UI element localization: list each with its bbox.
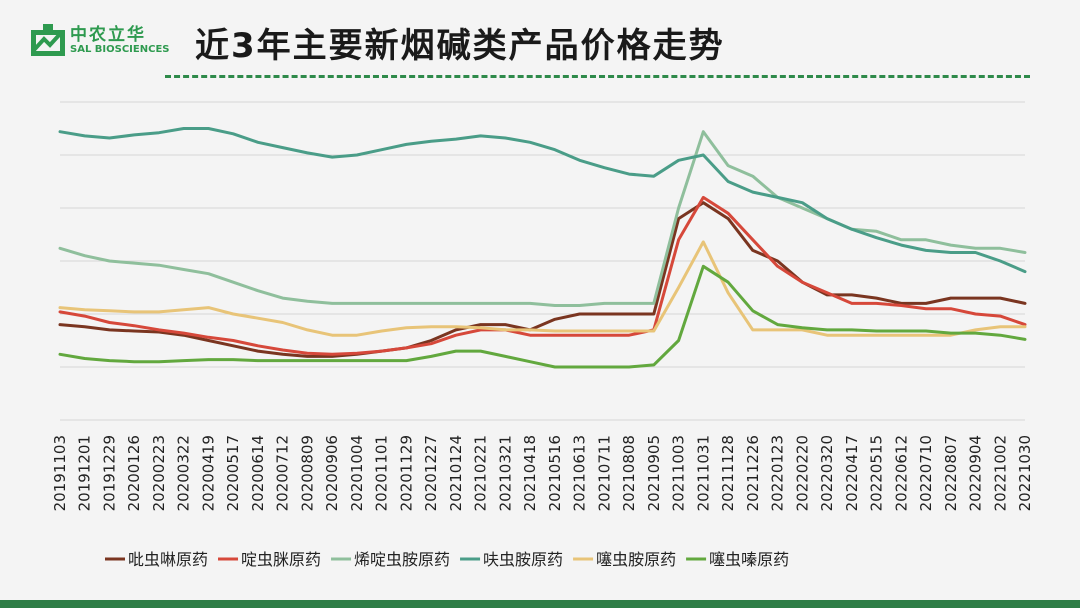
x-tick-label: 20211128: [719, 435, 737, 511]
x-tick-label: 20220807: [942, 435, 960, 511]
x-tick-label: 20200419: [199, 435, 217, 511]
x-tick-label: 20220417: [843, 435, 861, 511]
logo-text-en: SAL BIOSCIENCES: [70, 44, 170, 55]
x-tick-label: 20211031: [694, 435, 712, 511]
legend-label: 啶虫脒原药: [241, 550, 321, 569]
x-tick-label: 20220904: [967, 435, 985, 511]
x-tick-label: 20200223: [150, 435, 168, 511]
legend-label: 烯啶虫胺原药: [354, 550, 450, 569]
logo-mark-icon: [31, 24, 65, 56]
x-tick-label: 20220320: [818, 435, 836, 511]
x-tick-label: 20191103: [51, 435, 69, 511]
x-tick-label: 20200906: [323, 435, 341, 511]
chart-series-lines: [58, 127, 1027, 369]
x-tick-label: 20220220: [793, 435, 811, 511]
x-tick-label: 20201101: [373, 435, 391, 511]
x-tick-label: 20210613: [571, 435, 589, 511]
x-tick-label: 20220515: [868, 435, 886, 511]
x-tick-label: 20191229: [100, 435, 118, 511]
legend-label: 呋虫胺原药: [483, 550, 563, 569]
company-logo: 中农立华 SAL BIOSCIENCES: [30, 20, 170, 65]
x-axis-tick-labels: 20191103 20191201 20191229 20200126 20200223…: [51, 435, 1034, 511]
x-tick-label: 20210124: [447, 435, 465, 511]
x-tick-label: 20200126: [125, 435, 143, 511]
x-tick-label: 20200614: [249, 435, 267, 511]
chart-gridlines: [60, 101, 1025, 421]
x-tick-label: 20220123: [769, 435, 787, 511]
x-tick-label: 20210418: [521, 435, 539, 511]
x-tick-label: 20221030: [1016, 435, 1034, 511]
series-line-2: [58, 195, 1027, 356]
price-line-chart: 20191103 20191201 20191229 20200126 20200223…: [51, 101, 1034, 569]
series-line-1: [58, 201, 1027, 358]
legend-label: 吡虫啉原药: [128, 550, 208, 569]
x-tick-label: 20201129: [397, 435, 415, 511]
x-tick-label: 20210516: [546, 435, 564, 511]
x-tick-label: 20201004: [348, 435, 366, 511]
page-title: 近3年主要新烟碱类产品价格走势: [195, 26, 725, 66]
x-tick-label: 20210221: [472, 435, 490, 511]
legend-label: 噻虫嗪原药: [709, 550, 789, 569]
x-tick-label: 20211003: [670, 435, 688, 511]
x-tick-label: 20200517: [224, 435, 242, 511]
x-tick-label: 20191201: [76, 435, 94, 511]
x-tick-label: 20200712: [274, 435, 292, 511]
series-line-3: [58, 130, 1027, 307]
series-line-5: [58, 240, 1027, 337]
legend-label: 噻虫胺原药: [596, 550, 676, 569]
x-tick-label: 20200322: [175, 435, 193, 511]
series-line-6: [58, 264, 1027, 369]
x-tick-label: 20210905: [645, 435, 663, 511]
x-tick-label: 20210808: [620, 435, 638, 511]
x-tick-label: 20210711: [595, 435, 613, 511]
x-tick-label: 20200809: [298, 435, 316, 511]
title-divider: [165, 75, 1030, 78]
x-tick-label: 20201227: [422, 435, 440, 511]
chart-legend: 吡虫啉原药 啶虫脒原药 烯啶虫胺原药 呋虫胺原药 噻虫胺原药 噻虫嗪原药: [105, 550, 789, 569]
x-tick-label: 20210321: [496, 435, 514, 511]
x-tick-label: 20220612: [892, 435, 910, 511]
footer-bar: [0, 600, 1080, 608]
x-tick-label: 20221002: [991, 435, 1009, 511]
x-tick-label: 20211226: [744, 435, 762, 511]
x-tick-label: 20220710: [917, 435, 935, 511]
series-line-4: [58, 127, 1027, 274]
logo-text-cn: 中农立华: [70, 25, 146, 45]
